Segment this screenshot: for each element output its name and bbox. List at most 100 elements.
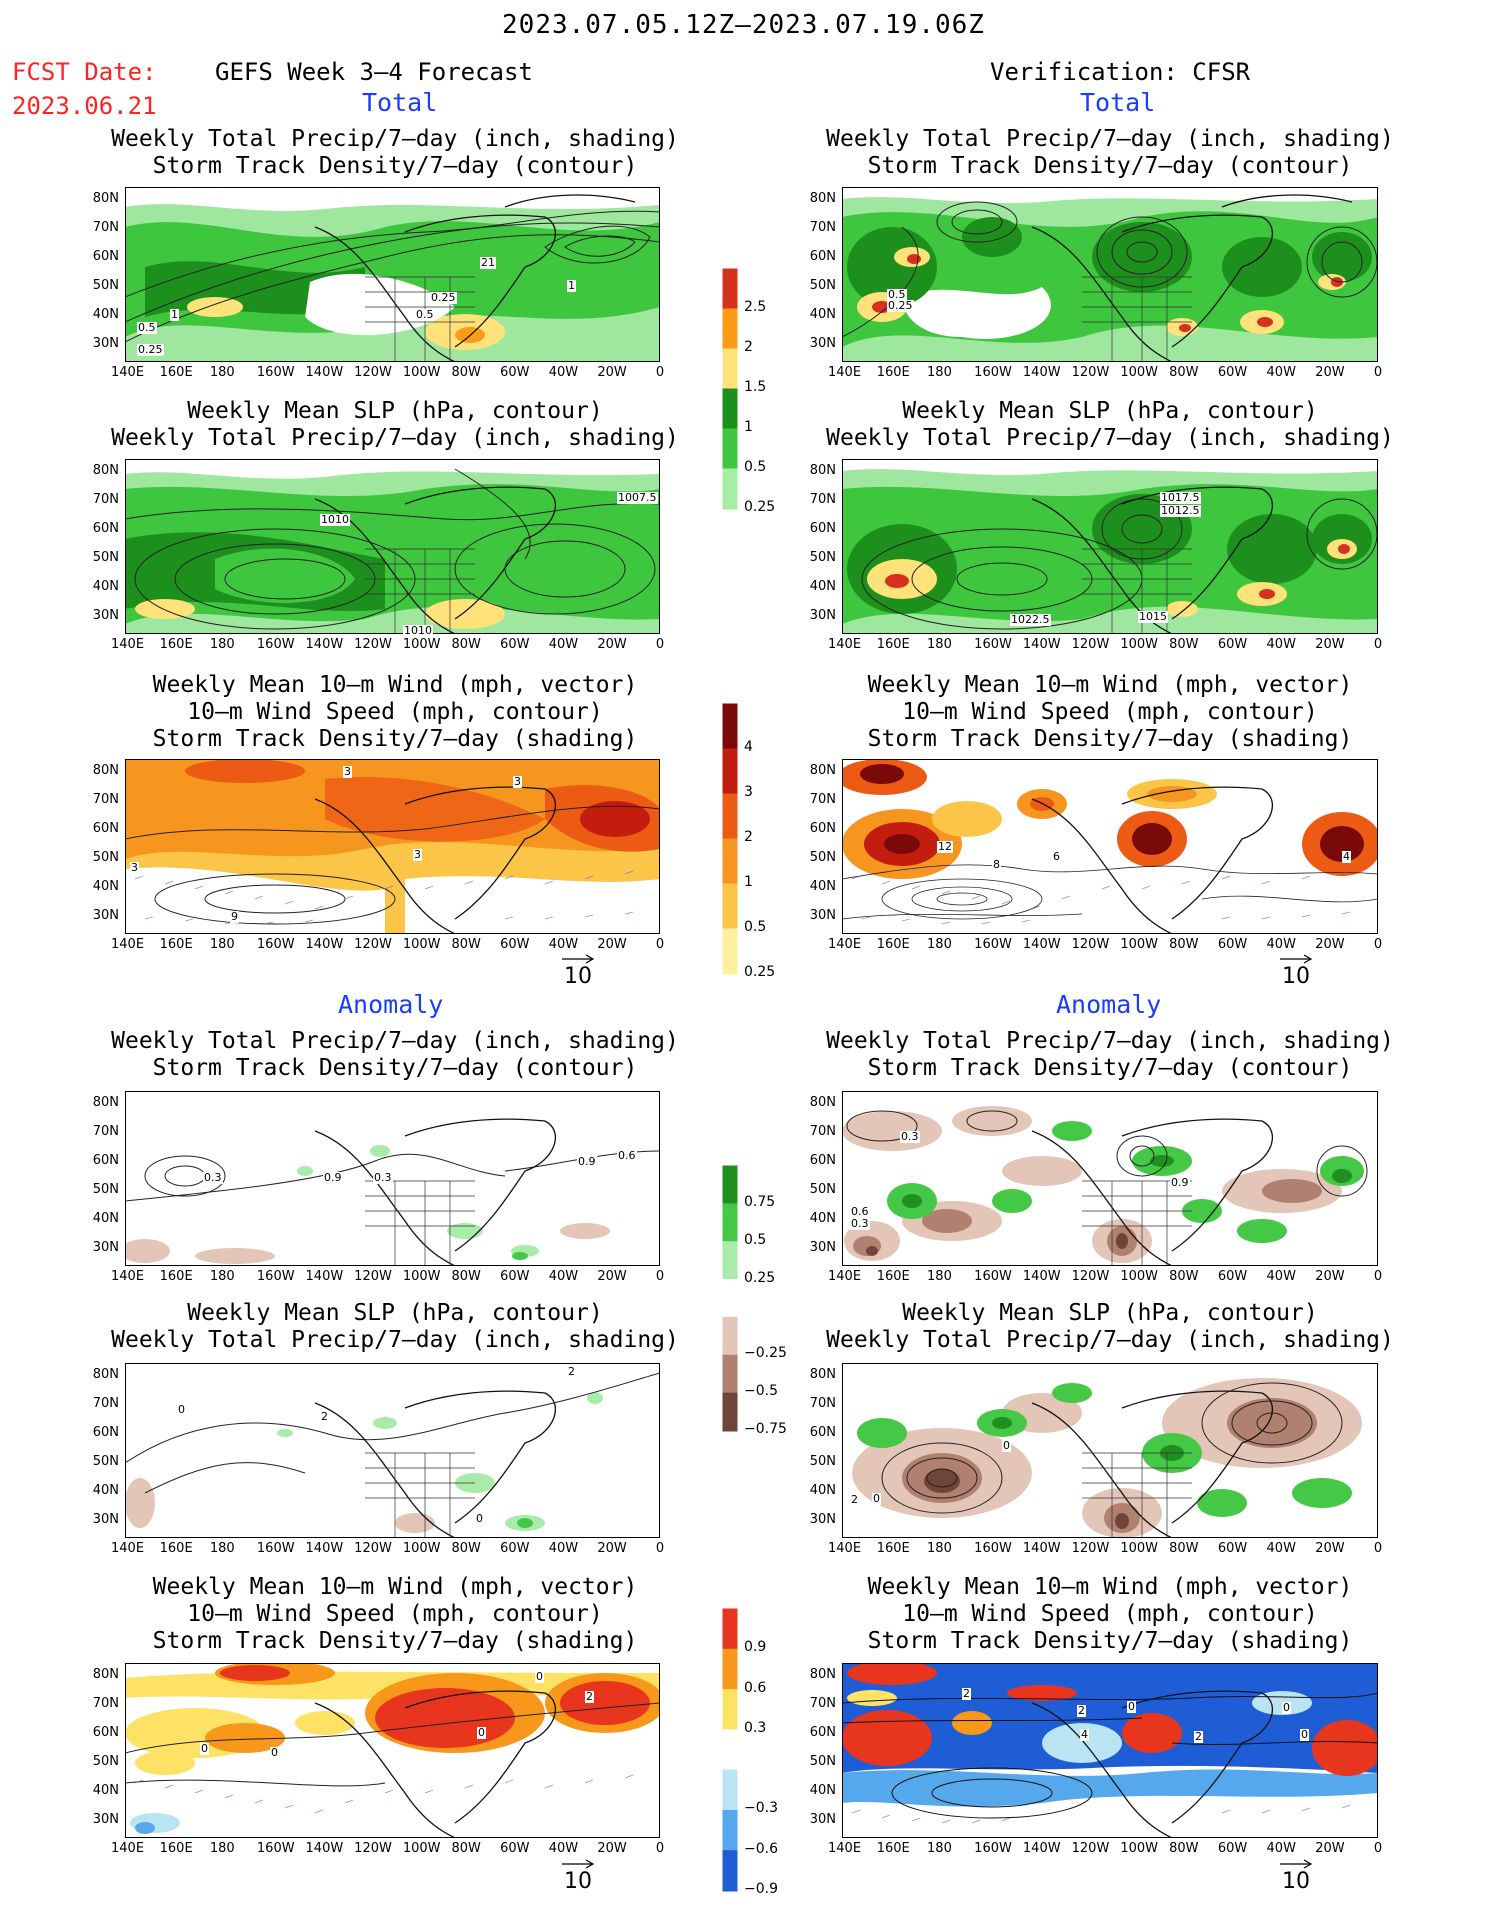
left-heading: GEFS Week 3–4 Forecast: [215, 58, 533, 86]
lon-tick-label: 40W: [548, 365, 579, 380]
lon-tick-label: 160E: [159, 937, 193, 952]
contour-label: 0.5: [137, 321, 157, 334]
lon-tick-label: 120W: [1071, 1841, 1110, 1856]
lon-tick-label: 60W: [1217, 637, 1248, 652]
lon-tick-label: 100W: [1120, 1541, 1159, 1556]
lat-tick-label: 40N: [809, 1783, 836, 1798]
panel-title-line: Storm Track Density/7–day (contour): [867, 1055, 1353, 1081]
colorbar-swatch: [722, 1689, 738, 1731]
lon-tick-label: 60W: [500, 1269, 530, 1284]
lat-tick-label: 80N: [92, 1667, 119, 1682]
lon-tick-label: 160W: [256, 1841, 295, 1856]
colorbar-swatch: [722, 1608, 738, 1650]
colorbar-total_storm: [722, 703, 738, 975]
panel-title-line: Weekly Total Precip/7–day (inch, shading…: [111, 425, 679, 451]
map-panel-r5: [842, 1363, 1378, 1538]
lon-tick-label: 160E: [876, 1269, 910, 1284]
vector-reference-label: 10: [564, 964, 592, 989]
contour-label: 2: [962, 1687, 971, 1700]
lon-tick-label: 140W: [1022, 1841, 1061, 1856]
lon-tick-label: 80W: [451, 937, 481, 952]
lon-tick-label: 20W: [597, 365, 627, 380]
lon-tick-label: 140W: [305, 637, 344, 652]
contour-label: 0: [1127, 1700, 1136, 1713]
panel-title-line: Storm Track Density/7–day (shading): [867, 1628, 1353, 1654]
lon-tick-label: 160W: [974, 1841, 1012, 1856]
contour-label: 2: [320, 1410, 329, 1423]
colorbar-label: −0.6: [744, 1840, 778, 1857]
panel-title-line: 10–m Wind Speed (mph, contour): [187, 699, 603, 725]
colorbar-swatch: [722, 1392, 738, 1432]
contour-label: 1022.5: [1010, 613, 1051, 626]
lat-tick-label: 80N: [92, 763, 119, 778]
map-frame: [842, 759, 1378, 934]
lon-tick-label: 120W: [1071, 1541, 1110, 1556]
colorbar-label: 0.5: [744, 459, 767, 475]
lat-tick-label: 60N: [809, 1425, 836, 1440]
contour-label: 0.5: [887, 288, 907, 301]
lon-tick-label: 40W: [548, 1269, 579, 1284]
contour-label: 0.25: [887, 299, 914, 312]
lon-tick-label: 20W: [1315, 1269, 1345, 1284]
lon-tick-label: 80W: [1169, 365, 1199, 380]
colorbar-label: −0.9: [744, 1881, 778, 1897]
vector-reference-label: 10: [1282, 964, 1310, 989]
lon-tick-label: 60W: [500, 937, 530, 952]
colorbar-swatch: [722, 308, 738, 350]
lat-tick-label: 60N: [92, 521, 119, 536]
lat-tick-label: 80N: [809, 191, 836, 206]
lon-tick-label: 120W: [1071, 937, 1110, 952]
contour-label: 1010: [320, 513, 350, 526]
colorbar-label: 0.6: [744, 1679, 767, 1696]
colorbar-swatch: [722, 883, 738, 930]
lat-tick-label: 40N: [92, 1783, 119, 1798]
colorbar-label: 0.9: [744, 1639, 767, 1656]
lon-tick-label: 80W: [451, 637, 481, 652]
lon-tick-label: 160E: [159, 1841, 193, 1856]
lon-tick-label: 120W: [354, 365, 392, 380]
lon-tick-label: 60W: [500, 637, 530, 652]
panel-title-l4: Weekly Total Precip/7–day (inch, shading…: [95, 1028, 695, 1082]
lon-tick-label: 60W: [1217, 1841, 1248, 1856]
lon-tick-label: 120W: [354, 1269, 392, 1284]
lat-tick-label: 70N: [92, 1396, 119, 1411]
lon-tick-label: 100W: [1120, 1269, 1159, 1284]
lon-tick-label: 20W: [1315, 365, 1345, 380]
lon-tick-label: 0: [1373, 637, 1383, 652]
lon-tick-label: 140W: [305, 1541, 344, 1556]
colorbar-swatch: [722, 468, 738, 510]
colorbar-total_precip: [722, 268, 738, 510]
contour-label: 0.3: [900, 1130, 920, 1143]
lat-tick-label: 40N: [809, 879, 836, 894]
lon-tick-label: 40W: [1266, 1269, 1296, 1284]
lat-tick-label: 60N: [809, 521, 836, 536]
panel-title-line: Weekly Total Precip/7–day (inch, shading…: [111, 1028, 679, 1054]
lon-tick-label: 140E: [828, 365, 862, 380]
panel-title-r6: Weekly Mean 10–m Wind (mph, vector) 10–m …: [810, 1574, 1410, 1655]
lon-tick-label: 60W: [1217, 937, 1248, 952]
lon-tick-label: 40W: [548, 637, 579, 652]
contour-label: 0: [177, 1403, 186, 1416]
lat-tick-label: 30N: [809, 1512, 836, 1527]
lat-tick-label: 40N: [92, 579, 119, 594]
lon-tick-label: 180: [927, 1841, 952, 1856]
colorbar-swatch: [722, 703, 738, 750]
lon-tick-label: 160W: [974, 937, 1012, 952]
lon-tick-label: 160E: [876, 365, 910, 380]
panel-title-line: Weekly Mean 10–m Wind (mph, vector): [152, 672, 638, 698]
colorbar-label: 1: [744, 419, 753, 435]
colorbar-swatch: [722, 428, 738, 470]
lon-tick-label: 160W: [974, 637, 1012, 652]
contour-label: 0.3: [373, 1171, 393, 1184]
map-frame: [125, 1091, 660, 1266]
lon-tick-label: 20W: [597, 1841, 627, 1856]
panel-title-line: Weekly Mean 10–m Wind (mph, vector): [867, 1574, 1353, 1600]
map-frame: [842, 459, 1378, 634]
lon-tick-label: 160E: [159, 365, 193, 380]
lat-tick-label: 70N: [809, 1124, 836, 1139]
lon-tick-label: 140W: [1022, 1269, 1061, 1284]
colorbar-swatch: [722, 1279, 738, 1318]
lat-tick-label: 50N: [92, 550, 119, 565]
colorbar-label: −0.3: [744, 1800, 778, 1817]
colorbar-swatch: [722, 1769, 738, 1811]
